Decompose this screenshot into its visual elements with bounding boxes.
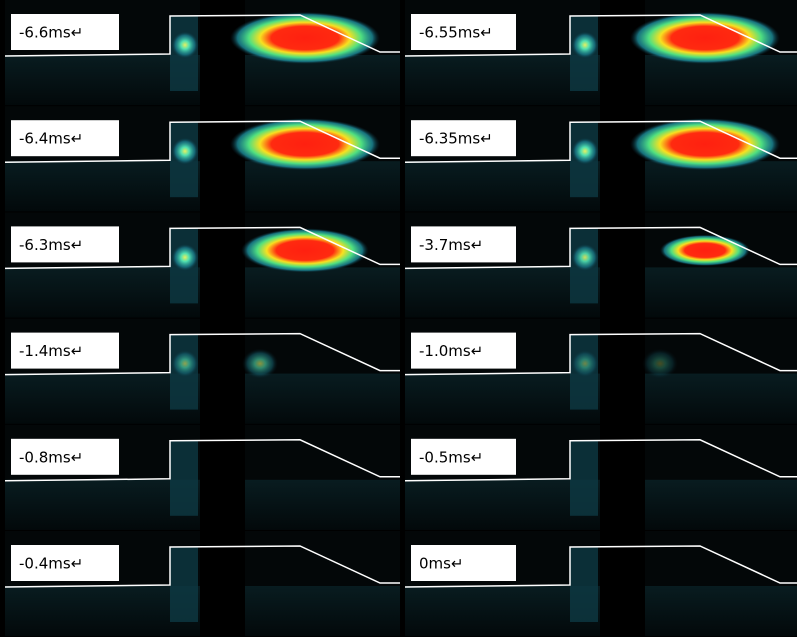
glow-left — [171, 31, 199, 59]
flame — [630, 118, 780, 170]
panel: 0ms↵ — [405, 531, 797, 636]
time-label: -0.4ms↵ — [19, 555, 83, 573]
glow-left — [571, 137, 599, 165]
time-label: -1.0ms↵ — [419, 342, 483, 360]
time-label: -6.6ms↵ — [19, 24, 83, 42]
panel-grid: -6.6ms↵ -6.55ms↵ -6.4ms↵ -6.35ms↵ -6.3ms↵ -3.… — [0, 0, 797, 637]
time-label: -0.5ms↵ — [419, 448, 483, 466]
flame-small — [242, 349, 278, 379]
panel: -0.8ms↵ — [5, 425, 400, 530]
wall-glow — [170, 441, 198, 516]
wall-glow — [570, 547, 598, 622]
time-label: -6.3ms↵ — [19, 236, 83, 254]
glow-left — [171, 350, 199, 378]
glow-left — [571, 350, 599, 378]
panel: -1.0ms↵ — [405, 319, 797, 424]
time-label: -6.35ms↵ — [419, 130, 493, 148]
flame — [230, 118, 380, 170]
flame — [230, 12, 380, 64]
flame — [630, 12, 780, 64]
panel: -6.55ms↵ — [405, 0, 797, 105]
glow-left — [571, 243, 599, 271]
panel: -6.3ms↵ — [5, 212, 400, 317]
panel: -6.35ms↵ — [405, 106, 797, 211]
glow-left — [171, 137, 199, 165]
glow-left — [171, 243, 199, 271]
panel: -3.7ms↵ — [405, 212, 797, 317]
flame — [660, 235, 750, 266]
panel: -0.5ms↵ — [405, 425, 797, 530]
wall-glow — [570, 441, 598, 516]
panel: -1.4ms↵ — [5, 319, 400, 424]
wall-glow — [170, 547, 198, 622]
time-label: -6.4ms↵ — [19, 130, 83, 148]
glow-left — [571, 31, 599, 59]
time-label: 0ms↵ — [419, 555, 464, 573]
panel: -0.4ms↵ — [5, 531, 400, 636]
time-label: -6.55ms↵ — [419, 24, 493, 42]
figure: -6.6ms↵ -6.55ms↵ -6.4ms↵ -6.35ms↵ -6.3ms↵ -3.… — [0, 0, 797, 637]
panel: -6.6ms↵ — [5, 0, 400, 105]
time-label: -0.8ms↵ — [19, 448, 83, 466]
time-label: -1.4ms↵ — [19, 342, 83, 360]
flame-small — [642, 349, 678, 379]
panel: -6.4ms↵ — [5, 106, 400, 211]
time-label: -3.7ms↵ — [419, 236, 483, 254]
